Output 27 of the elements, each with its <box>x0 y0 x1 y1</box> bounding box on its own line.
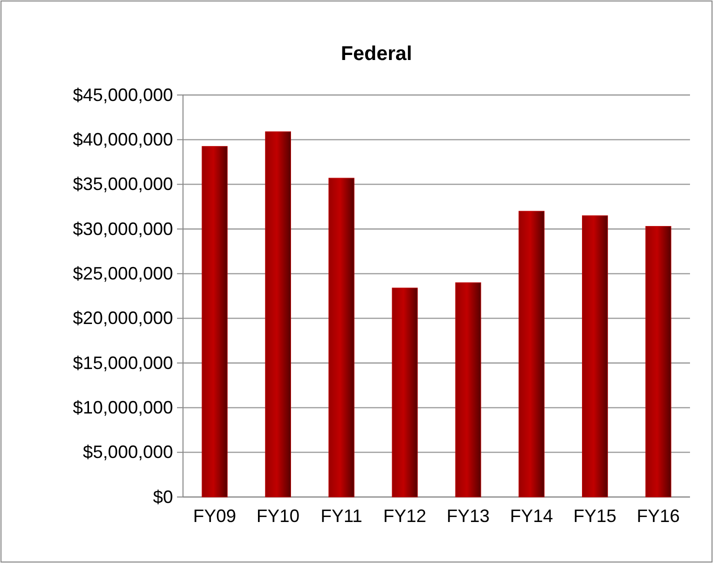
y-tick-label: $15,000,000 <box>72 352 173 373</box>
x-tick-label: FY14 <box>510 506 554 526</box>
x-tick-label: FY13 <box>446 506 490 526</box>
y-tick-label: $40,000,000 <box>72 129 173 150</box>
bar <box>645 226 672 498</box>
bar <box>265 131 291 498</box>
x-tick-label: FY15 <box>573 506 616 526</box>
x-tick-label: FY12 <box>383 506 426 526</box>
bar <box>582 215 608 498</box>
y-tick-label: $10,000,000 <box>72 397 173 418</box>
bar <box>518 210 544 498</box>
y-tick-label: $20,000,000 <box>72 308 173 328</box>
bar <box>392 288 418 498</box>
x-tick-label: FY11 <box>320 506 362 526</box>
bar <box>328 178 354 498</box>
y-tick-label: $25,000,000 <box>72 263 173 284</box>
y-tick-label: $0 <box>152 486 173 507</box>
bar <box>202 146 228 498</box>
x-tick-label: FY16 <box>636 506 680 526</box>
y-tick-label: $45,000,000 <box>72 84 173 105</box>
chart-title: Federal <box>340 43 412 65</box>
y-tick-label: $30,000,000 <box>72 218 173 239</box>
y-tick-label: $35,000,000 <box>72 174 173 194</box>
x-tick-label: FY09 <box>193 506 236 526</box>
x-tick-label: FY10 <box>256 506 300 526</box>
y-tick-label: $5,000,000 <box>82 442 173 462</box>
bar <box>455 282 482 498</box>
